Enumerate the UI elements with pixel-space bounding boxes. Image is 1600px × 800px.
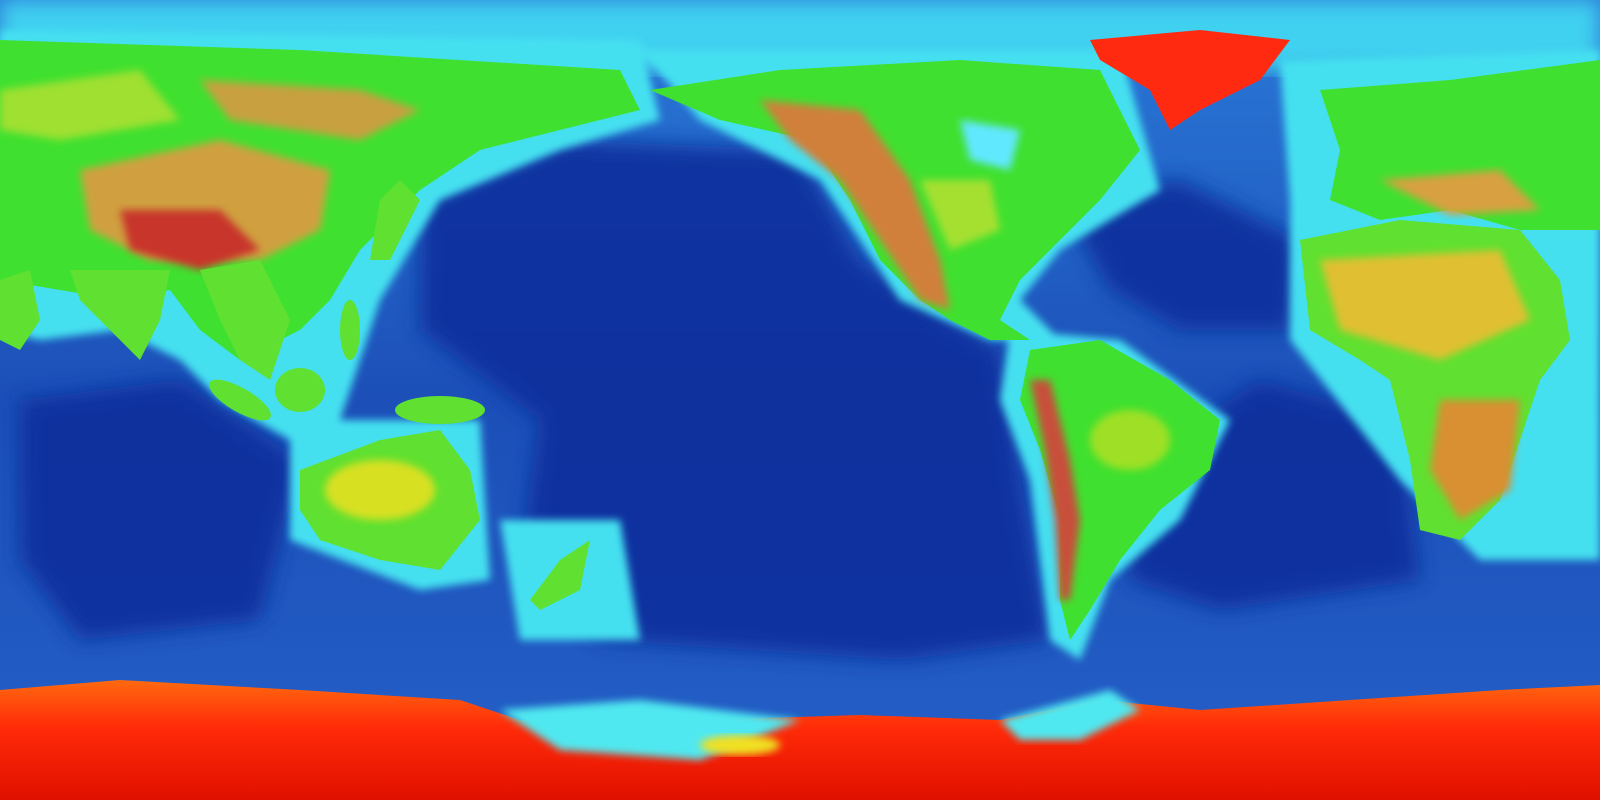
- tibetan-plateau: [120, 210, 260, 270]
- andes: [1030, 380, 1080, 600]
- europe: [1320, 60, 1600, 230]
- rocky-mountains: [760, 100, 950, 310]
- arabia-edge: [0, 270, 40, 350]
- north-america: [650, 60, 1140, 340]
- antarctic-peninsula: [1000, 690, 1140, 740]
- greenland: [1090, 30, 1290, 130]
- new-zealand: [530, 540, 590, 610]
- australia: [300, 430, 480, 570]
- india: [70, 270, 170, 360]
- africa: [1300, 220, 1570, 540]
- southeast-asia: [200, 260, 290, 380]
- south-america: [1020, 340, 1220, 640]
- japan: [370, 180, 420, 260]
- antarctica: [0, 680, 1600, 800]
- maritime-southeast-asia: [209, 300, 485, 424]
